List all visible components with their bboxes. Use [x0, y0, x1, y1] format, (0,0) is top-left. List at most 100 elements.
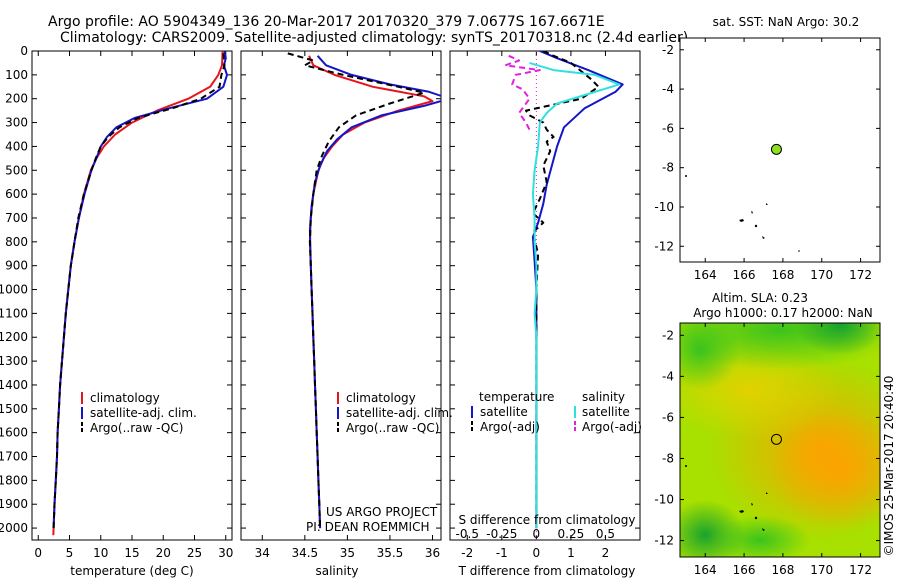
legend-argo-label: Argo(..raw -QC) [90, 421, 183, 435]
depth-axis: 0 100 200 300 400 500 600 700 800 900 1000 1100 1200… [0, 44, 28, 535]
sla-heatmap [680, 323, 880, 557]
temperature-xlabel: temperature (deg C) [70, 564, 193, 578]
map-y-tick-label: -4 [662, 369, 674, 383]
series-line-climatology [308, 55, 434, 529]
series-line-t-argo-adj- [525, 51, 600, 529]
map-x-tick-label: 168 [771, 563, 794, 577]
map-y-tick-label: -2 [662, 328, 674, 342]
sla-map-panel: Altim. SLA: 0.23 Argo h1000: 0.17 h2000:… [654, 291, 881, 577]
s-tick-label: 0 [533, 527, 541, 541]
float-position-marker [770, 433, 782, 445]
x-tick-label: -1 [496, 546, 508, 560]
island [798, 250, 800, 252]
s-tick-label: -0.25 [486, 527, 517, 541]
sst-map-islands [685, 175, 800, 252]
island [762, 528, 765, 531]
legend-argo-label: Argo(..raw -QC) [346, 421, 439, 435]
island [685, 175, 687, 177]
series-line-s-argo-adj- [504, 54, 541, 131]
depth-tick-label: 600 [5, 187, 28, 201]
sla-map-frame [679, 322, 881, 558]
island [754, 224, 758, 228]
difference-panel: -2 -1 0 1 2 -0.5 -0.25 0 0.25 0.5 T difference fr… [449, 50, 642, 578]
legend-satellite-label: satellite-adj. clim. [346, 406, 453, 420]
sst-map-ticks: 164 166 168 170 172 -2 -4 -6 -8 -10 -12 [654, 38, 880, 282]
map-y-tick-label: -2 [662, 43, 674, 57]
salinity-x-ticks: 34 34.5 35 35.5 36 [241, 50, 441, 560]
series-line-satellite-adj-clim- [308, 55, 441, 529]
heatmap-low-region [680, 323, 740, 390]
series-line-satellite-adj-clim- [52, 51, 228, 529]
imos-credit: ©IMOS 25-Mar-2017 20:40:40 [882, 376, 896, 557]
difference-xlabel-top: S difference from climatology [459, 513, 636, 527]
difference-series [504, 51, 624, 540]
x-tick-label: 10 [93, 546, 108, 560]
heatmap-low-region [795, 323, 880, 355]
temperature-panel-frame [31, 50, 233, 541]
heatmap-high-region [770, 410, 880, 530]
map-y-tick-label: -10 [654, 493, 674, 507]
salinity-xlabel: salinity [315, 564, 358, 578]
legend-temperature-header: temperature [479, 390, 554, 404]
difference-panel-frame [449, 50, 641, 541]
legend-salinity-header: salinity [582, 390, 625, 404]
island [766, 203, 768, 205]
depth-tick-label: 900 [5, 259, 28, 273]
x-tick-label: 34 [255, 546, 270, 560]
x-tick-label: 25 [187, 546, 202, 560]
legend-t-satellite-label: satellite [480, 405, 528, 419]
island [754, 516, 758, 520]
s-tick-label: -0.5 [456, 527, 479, 541]
legend-s-argo-label: Argo(-adj) [582, 420, 642, 434]
temperature-legend: climatology satellite-adj. clim. Argo(..… [81, 391, 197, 435]
sla-map-title: Altim. SLA: 0.23 [712, 291, 808, 305]
x-tick-label: 0 [533, 546, 541, 560]
salinity-panel: 34 34.5 35 35.5 36 salinity climatology sate… [240, 50, 453, 578]
map-x-tick-label: 170 [810, 268, 833, 282]
salinity-panel-frame [240, 50, 442, 541]
depth-tick-label: 100 [5, 68, 28, 82]
legend-satellite-label: satellite-adj. clim. [90, 406, 197, 420]
sla-map-ticks: 164 166 168 170 172 -2 -4 -6 -8 -10 -12 [654, 323, 880, 577]
map-x-tick-label: 166 [733, 563, 756, 577]
island [739, 219, 744, 222]
depth-tick-label: 1100 [0, 306, 28, 320]
depth-tick-label: 1500 [0, 402, 28, 416]
island [762, 236, 765, 239]
x-tick-label: 1 [567, 546, 575, 560]
x-tick-label: 0 [34, 546, 42, 560]
depth-tick-label: 0 [20, 44, 28, 58]
salinity-series [287, 52, 441, 529]
depth-tick-label: 300 [5, 116, 28, 130]
map-y-tick-label: -4 [662, 82, 674, 96]
series-line-climatology [52, 51, 224, 536]
heatmap-low-region [710, 515, 810, 557]
legend-s-satellite-label: satellite [582, 405, 630, 419]
map-y-tick-label: -8 [662, 451, 674, 465]
series-line-s-satellite [529, 61, 621, 529]
depth-tick-label: 500 [5, 163, 28, 177]
map-y-tick-label: -6 [662, 121, 674, 135]
difference-legend: temperature salinity satellite Argo(-adj… [471, 390, 642, 434]
depth-tick-label: 800 [5, 235, 28, 249]
float-position-marker [770, 143, 782, 155]
series-line-argo-raw-qc- [52, 53, 226, 529]
map-x-tick-label: 168 [771, 268, 794, 282]
x-tick-label: 36 [425, 546, 440, 560]
depth-tick-label: 1300 [0, 354, 28, 368]
depth-tick-label: 1700 [0, 450, 28, 464]
series-line-t-satellite [531, 51, 624, 529]
map-x-tick-label: 164 [694, 563, 717, 577]
island [751, 503, 753, 506]
map-y-tick-label: -8 [662, 161, 674, 175]
depth-tick-label: 2000 [0, 521, 28, 535]
depth-tick-label: 200 [5, 92, 28, 106]
island [739, 510, 744, 513]
difference-x-ticks: -2 -1 0 1 2 -0.5 -0.25 0 0.25 0.5 [450, 50, 640, 560]
sst-map-title: sat. SST: NaN Argo: 30.2 [713, 15, 860, 29]
project-credit: US ARGO PROJECT [326, 505, 438, 519]
x-tick-label: 35.5 [377, 546, 404, 560]
depth-tick-label: 1000 [0, 283, 28, 297]
island [685, 465, 687, 467]
x-tick-label: 2 [602, 546, 610, 560]
